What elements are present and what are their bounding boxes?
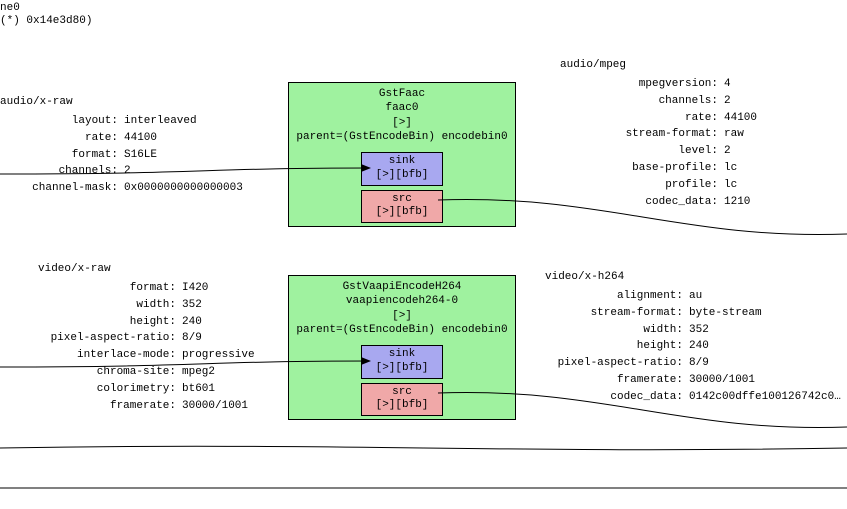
caps-key: chroma-site:: [40, 365, 180, 380]
caps-key: channels:: [2, 164, 122, 179]
edge: [0, 446, 847, 449]
caps-key: profile:: [562, 178, 722, 193]
caps-value: 240: [689, 339, 841, 354]
caps-value: 8/9: [182, 331, 255, 346]
caps-key: mpegversion:: [562, 77, 722, 92]
caps-key: pixel-aspect-ratio:: [547, 356, 687, 371]
caps-key: interlace-mode:: [40, 348, 180, 363]
caps-key: format:: [2, 148, 122, 163]
caps-key: width:: [40, 298, 180, 313]
caps-value: raw: [724, 127, 757, 142]
caps-value: lc: [724, 178, 757, 193]
caps-value: 4: [724, 77, 757, 92]
caps-key: framerate:: [547, 373, 687, 388]
caps-video-out: video/x-h264 alignment:austream-format:by…: [545, 270, 843, 407]
caps-value: 44100: [124, 131, 243, 146]
caps-key: level:: [562, 144, 722, 159]
sink-pad: sink[>][bfb]: [361, 152, 444, 186]
caps-key: rate:: [2, 131, 122, 146]
caps-table: alignment:austream-format:byte-streamwid…: [545, 287, 843, 407]
caps-value: 240: [182, 315, 255, 330]
element-gstvaapiencodeh264: GstVaapiEncodeH264vaapiencodeh264-0[>]pa…: [288, 275, 516, 420]
caps-value: au: [689, 289, 841, 304]
caps-value: 0142c00dffe100126742c0…: [689, 390, 841, 405]
caps-key: base-profile:: [562, 161, 722, 176]
caps-key: rate:: [562, 111, 722, 126]
caps-value: bt601: [182, 382, 255, 397]
caps-video-in: video/x-raw format:I420width:352height:24…: [38, 262, 257, 416]
caps-key: alignment:: [547, 289, 687, 304]
caps-value: 8/9: [689, 356, 841, 371]
caps-key: width:: [547, 323, 687, 338]
caps-key: codec_data:: [547, 390, 687, 405]
caps-value: 1210: [724, 195, 757, 210]
caps-value: progressive: [182, 348, 255, 363]
caps-value: 2: [124, 164, 243, 179]
caps-table: format:I420width:352height:240pixel-aspe…: [38, 279, 257, 416]
caps-key: colorimetry:: [40, 382, 180, 397]
caps-value: 2: [724, 144, 757, 159]
caps-value: S16LE: [124, 148, 243, 163]
caps-key: channels:: [562, 94, 722, 109]
caps-title: video/x-h264: [545, 270, 843, 285]
clipped-header: ne0 (*) 0x14e3d80): [0, 2, 92, 28]
caps-key: stream-format:: [562, 127, 722, 142]
caps-key: height:: [40, 315, 180, 330]
caps-value: 352: [182, 298, 255, 313]
caps-value: lc: [724, 161, 757, 176]
caps-key: layout:: [2, 114, 122, 129]
caps-value: 30000/1001: [689, 373, 841, 388]
caps-key: channel-mask:: [2, 181, 122, 196]
caps-key: pixel-aspect-ratio:: [40, 331, 180, 346]
caps-value: mpeg2: [182, 365, 255, 380]
caps-value: 352: [689, 323, 841, 338]
src-pad: src[>][bfb]: [361, 383, 444, 417]
element-gstfaac: GstFaacfaac0[>]parent=(GstEncodeBin) enc…: [288, 82, 516, 227]
caps-key: framerate:: [40, 399, 180, 414]
caps-value: I420: [182, 281, 255, 296]
caps-table: layout:interleavedrate:44100format:S16LE…: [0, 112, 245, 198]
element-header: GstFaacfaac0[>]parent=(GstEncodeBin) enc…: [289, 83, 515, 150]
caps-audio-out: audio/mpegmpegversion:4channels:2rate:44…: [560, 58, 759, 212]
src-pad: src[>][bfb]: [361, 190, 444, 224]
clipped-header-line1: ne0: [0, 2, 92, 15]
caps-key: height:: [547, 339, 687, 354]
caps-title: audio/mpeg: [560, 58, 759, 73]
caps-key: format:: [40, 281, 180, 296]
caps-audio-in: audio/x-raw layout:interleavedrate:44100f…: [0, 95, 245, 198]
caps-value: interleaved: [124, 114, 243, 129]
caps-value: 0x0000000000000003: [124, 181, 243, 196]
caps-value: 30000/1001: [182, 399, 255, 414]
caps-value: 44100: [724, 111, 757, 126]
caps-table: mpegversion:4channels:2rate:44100stream-…: [560, 75, 759, 212]
clipped-header-line2: (*) 0x14e3d80): [0, 15, 92, 28]
sink-pad: sink[>][bfb]: [361, 345, 444, 379]
caps-key: codec_data:: [562, 195, 722, 210]
caps-value: byte-stream: [689, 306, 841, 321]
caps-title: video/x-raw: [38, 262, 257, 277]
caps-value: 2: [724, 94, 757, 109]
caps-key: stream-format:: [547, 306, 687, 321]
caps-title: audio/x-raw: [0, 95, 245, 110]
element-header: GstVaapiEncodeH264vaapiencodeh264-0[>]pa…: [289, 276, 515, 343]
